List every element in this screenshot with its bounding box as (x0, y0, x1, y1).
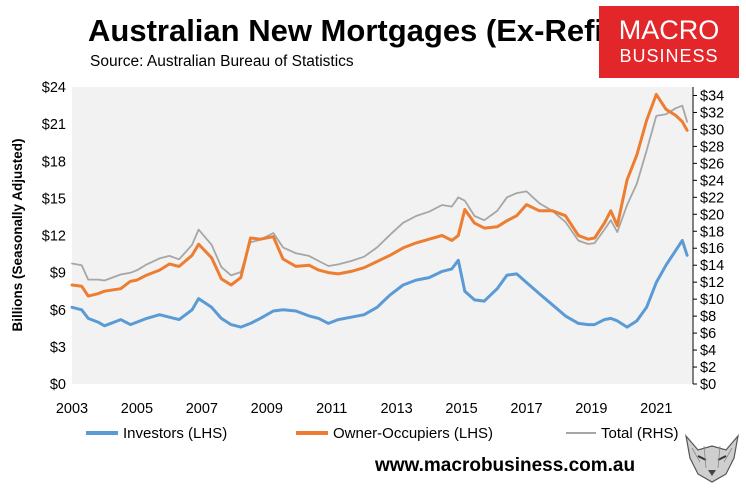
logo-line-2: BUSINESS (619, 46, 718, 66)
x-tick-label: 2019 (575, 401, 607, 417)
right-tick-label: $32 (700, 105, 724, 121)
wolf-logo-icon (680, 428, 742, 484)
x-tick-label: 2011 (316, 401, 347, 417)
right-tick-label: $8 (700, 309, 716, 325)
left-tick-label: $3 (50, 340, 66, 356)
right-tick-label: $16 (700, 241, 724, 257)
x-tick-label: 2021 (640, 401, 672, 417)
legend-label-total: Total (RHS) (601, 425, 679, 442)
x-tick-label: 2015 (445, 401, 477, 417)
x-tick-label: 2009 (251, 401, 283, 417)
left-tick-label: $18 (42, 154, 66, 170)
x-tick-label: 2003 (56, 401, 88, 417)
right-tick-label: $26 (700, 156, 724, 172)
legend: Investors (LHS) Owner-Occupiers (LHS) To… (86, 425, 679, 442)
legend-label-owner-occupiers: Owner-Occupiers (LHS) (333, 425, 493, 442)
right-tick-label: $24 (700, 173, 724, 189)
left-tick-label: $9 (50, 266, 66, 282)
right-axis: $0$2$4$6$8$10$12$14$16$18$20$22$24$26$28… (692, 87, 724, 393)
right-tick-label: $20 (700, 207, 724, 223)
x-tick-label: 2007 (186, 401, 218, 417)
right-tick-label: $6 (700, 326, 716, 342)
left-tick-label: $6 (50, 303, 66, 319)
chart-title: Australian New Mortgages (Ex-Refi) (88, 13, 613, 48)
left-tick-label: $0 (50, 377, 66, 393)
x-tick-label: 2017 (510, 401, 542, 417)
website-link[interactable]: www.macrobusiness.com.au (374, 455, 635, 476)
y-axis-title: Billions (Seasonally Adjusted) (10, 138, 25, 331)
right-tick-label: $22 (700, 190, 724, 206)
right-tick-label: $30 (700, 122, 724, 138)
x-axis: 2003 2005 2007 2009 2011 2013 2015 2017 2019 2021 (56, 401, 673, 417)
right-tick-label: $34 (700, 88, 724, 104)
left-axis: $0 $3 $6 $9 $12 $15 $18 $21 $24 (42, 80, 66, 393)
source-note: Source: Australian Bureau of Statistics (90, 53, 354, 70)
logo-line-1: MACRO (619, 15, 720, 45)
left-tick-label: $12 (42, 229, 66, 245)
left-tick-label: $15 (42, 191, 66, 207)
macrobusiness-logo: MACRO BUSINESS (599, 6, 739, 78)
right-tick-label: $28 (700, 139, 724, 155)
right-tick-label: $18 (700, 224, 724, 240)
right-tick-label: $4 (700, 343, 716, 359)
right-tick-label: $10 (700, 292, 724, 308)
logo-background (599, 6, 739, 78)
left-tick-label: $21 (42, 117, 66, 133)
investors-line (70, 238, 689, 329)
right-tick-label: $0 (700, 377, 716, 393)
x-tick-label: 2013 (380, 401, 412, 417)
right-tick-label: $2 (700, 360, 716, 376)
right-tick-label: $14 (700, 258, 724, 274)
left-tick-label: $24 (42, 80, 66, 96)
total-line (71, 104, 688, 282)
plot-area (72, 87, 692, 384)
right-tick-label: $12 (700, 275, 724, 291)
x-tick-label: 2005 (121, 401, 153, 417)
legend-label-investors: Investors (LHS) (123, 425, 227, 442)
series-layer (70, 92, 689, 329)
owner-occupiers-line (70, 92, 689, 298)
